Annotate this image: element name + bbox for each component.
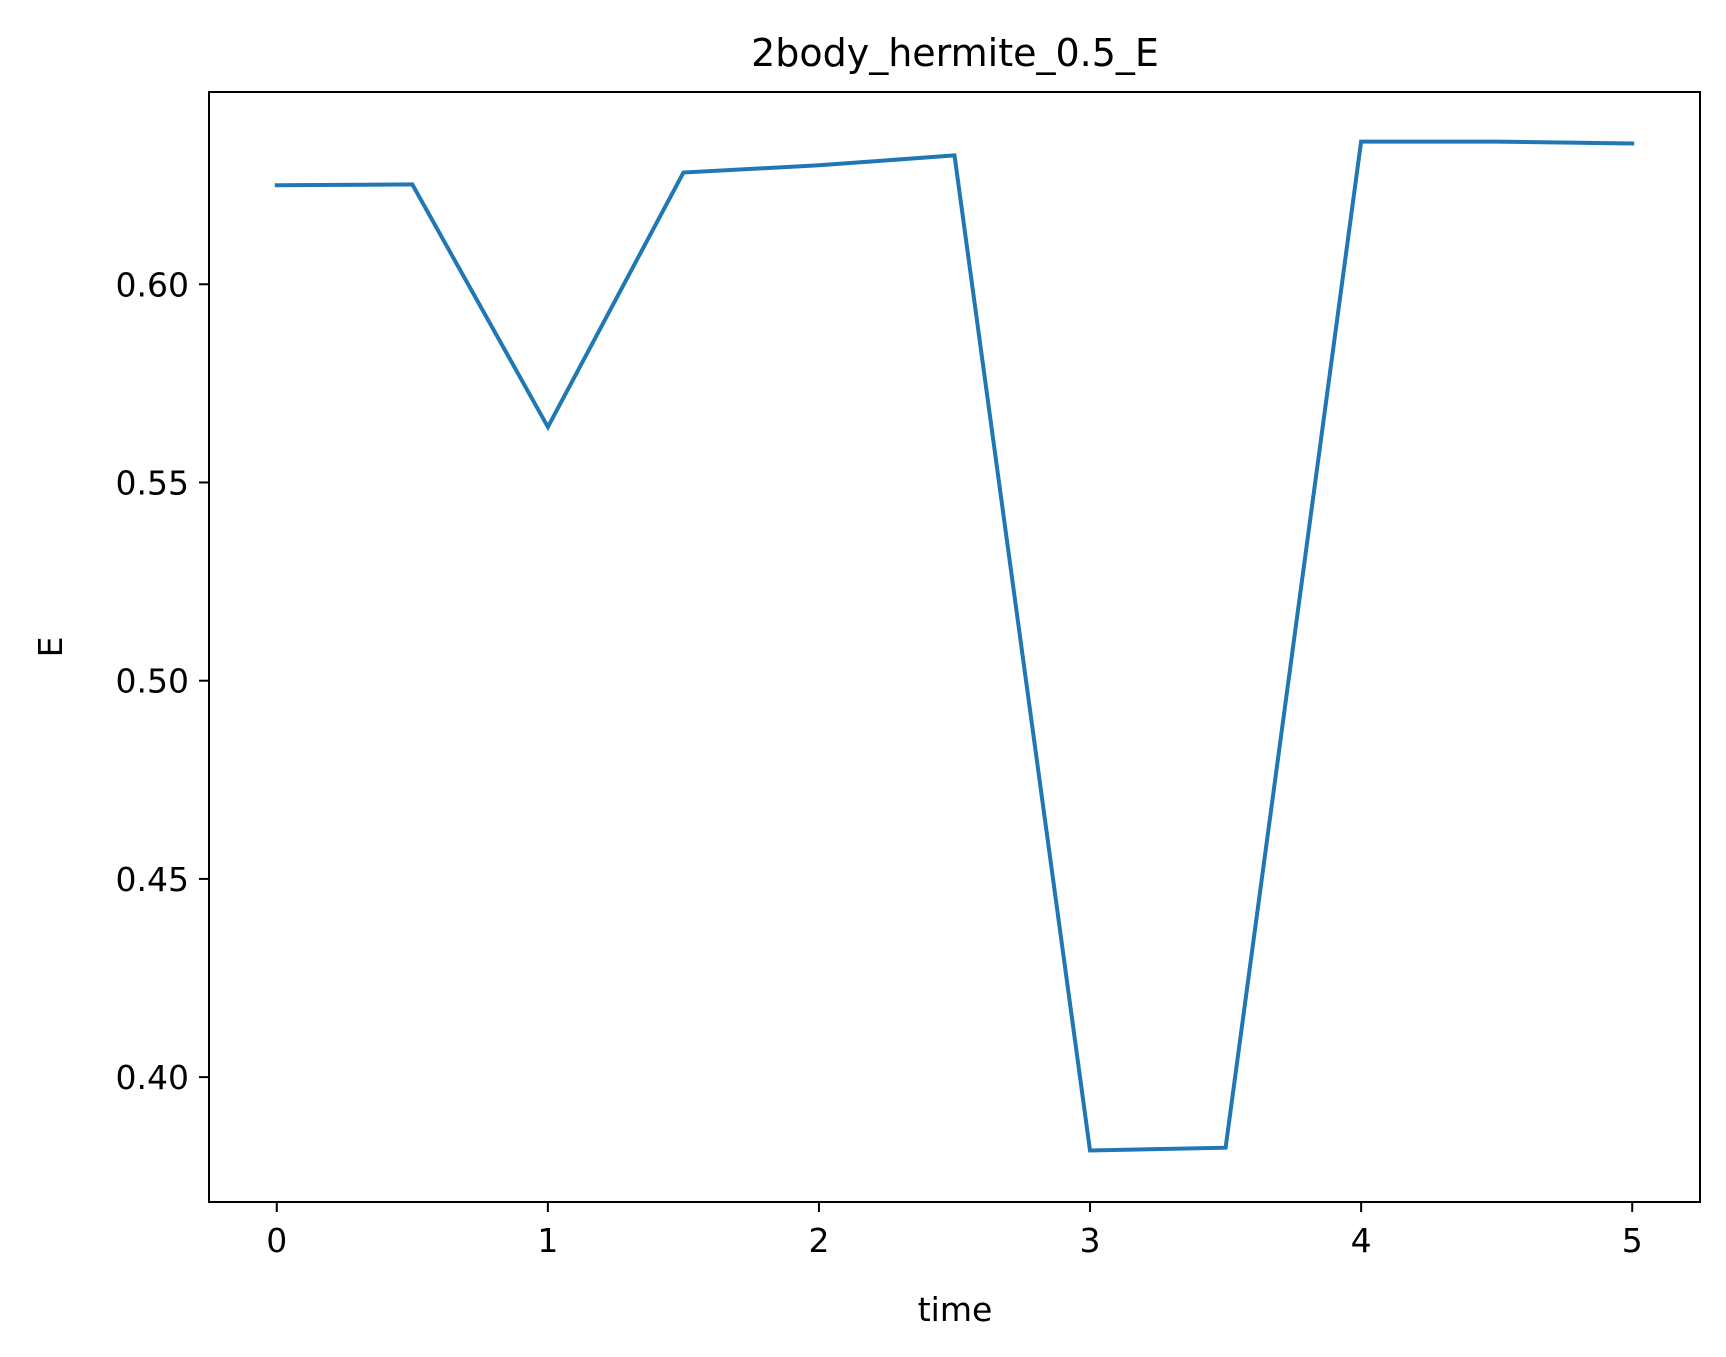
y-axis-label: E xyxy=(31,637,70,658)
y-tick-label: 0.55 xyxy=(116,463,189,502)
y-tick-label: 0.50 xyxy=(116,662,189,701)
y-axis: 0.40 0.45 0.50 0.55 0.60 xyxy=(116,265,209,1097)
y-tick-label: 0.60 xyxy=(116,265,189,304)
y-tick-label: 0.40 xyxy=(116,1058,189,1097)
plot-frame xyxy=(208,91,1701,1203)
x-tick-label: 4 xyxy=(1351,1221,1372,1260)
x-axis: 0 1 2 3 4 5 xyxy=(266,1202,1643,1260)
x-tick-label: 0 xyxy=(266,1221,287,1260)
x-axis-label: time xyxy=(918,1290,993,1329)
x-tick-label: 2 xyxy=(808,1221,829,1260)
series-line-0 xyxy=(274,139,1635,1153)
x-tick-label: 3 xyxy=(1080,1221,1101,1260)
x-tick-label: 1 xyxy=(537,1221,558,1260)
x-tick-label: 5 xyxy=(1622,1221,1643,1260)
y-tick-label: 0.45 xyxy=(116,860,189,899)
chart-title: 2body_hermite_0.5_E xyxy=(751,31,1159,75)
